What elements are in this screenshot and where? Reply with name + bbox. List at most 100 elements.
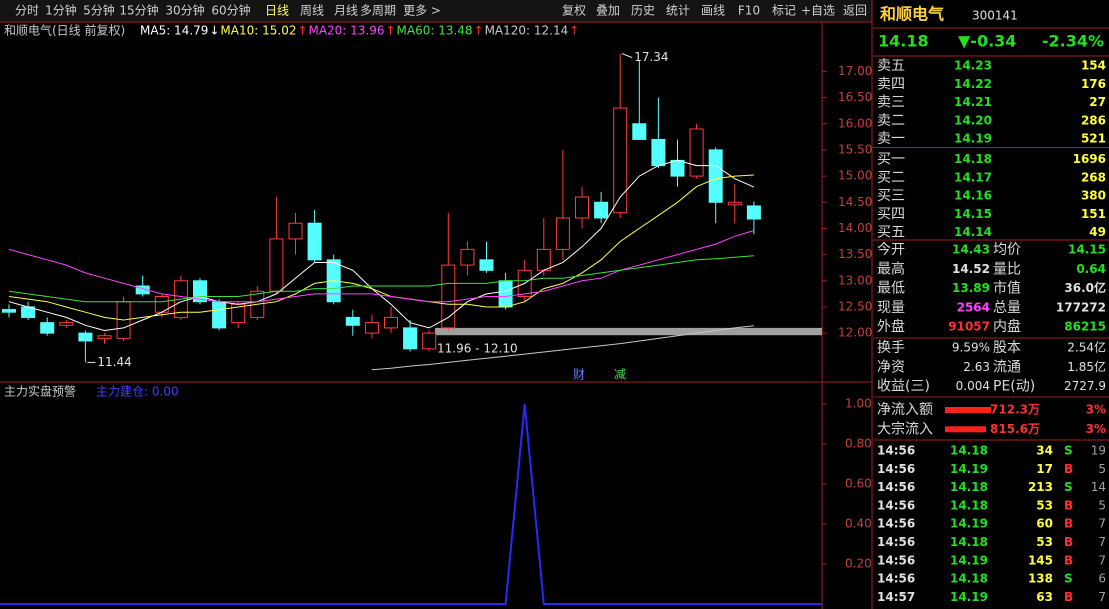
action-button[interactable]: 统计 (666, 4, 690, 18)
candle-body (307, 222, 322, 261)
candle-body (345, 316, 360, 326)
high-label: 17.34 (634, 50, 668, 64)
price-pct: -2.34% (1042, 32, 1104, 51)
period-tab[interactable]: 周线 (300, 4, 324, 18)
stat-label: 现量 (877, 300, 905, 316)
y-tick-label: 0.20 (845, 557, 872, 571)
indicator-title: 主力实盘预警 (4, 384, 76, 399)
candle-body (97, 335, 112, 339)
stat-value: 2.54亿 (1067, 340, 1106, 355)
period-tab[interactable]: 日线 (265, 4, 289, 18)
ma-line (8, 174, 754, 321)
candle-body (575, 196, 589, 219)
action-button[interactable]: 叠加 (596, 4, 620, 18)
action-button[interactable]: 复权 (562, 4, 586, 18)
period-tab[interactable]: 分时 (15, 4, 39, 18)
tick-time: 14:56 (877, 517, 915, 531)
y-tick-label: 0.40 (845, 517, 872, 531)
book-label: 卖四 (877, 76, 905, 92)
event-marker[interactable]: 财 (573, 368, 585, 382)
y-tick-label: 16.00 (838, 116, 872, 130)
book-label: 买二 (877, 170, 905, 186)
ma-arrow: ↑ (297, 24, 307, 38)
book-price: 14.22 (954, 77, 992, 91)
ma-line (8, 159, 755, 332)
stat-label: 净资 (877, 359, 905, 375)
y-tick-label: 13.50 (838, 247, 872, 261)
candle-body (212, 301, 227, 329)
candle-body (288, 222, 303, 240)
tick-price: 14.18 (950, 498, 988, 512)
event-marker[interactable]: 减 (614, 368, 626, 382)
tick-time: 14:56 (877, 535, 915, 549)
stat-value: 14.52 (952, 262, 990, 276)
stat-value: 2727.9 (1064, 379, 1106, 393)
tick-volume: 63 (1036, 590, 1053, 604)
period-tab[interactable]: 60分钟 (211, 3, 250, 18)
tick-time: 14:56 (877, 462, 915, 476)
tick-count: 6 (1098, 572, 1106, 586)
tick-count: 5 (1098, 462, 1106, 476)
tick-price: 14.18 (950, 535, 988, 549)
flow-pct: 3% (1086, 422, 1106, 436)
book-label: 买五 (877, 225, 905, 241)
stat-label: 总量 (993, 300, 1021, 316)
stat-label: 量比 (993, 261, 1021, 277)
period-tab[interactable]: 15分钟 (119, 3, 158, 18)
stat-label: 今开 (877, 242, 905, 258)
action-button[interactable]: +自选 (801, 4, 835, 18)
ma-arrow: ↑ (569, 24, 579, 38)
candle-body (594, 201, 609, 219)
period-tab[interactable]: 更多 > (403, 4, 441, 18)
stat-value: 0.64 (1076, 262, 1106, 276)
y-tick-label: 1.00 (845, 397, 872, 411)
candle-body (59, 322, 74, 326)
action-button[interactable]: 画线 (701, 4, 725, 18)
action-button[interactable]: 历史 (631, 4, 655, 18)
period-tab[interactable]: 多周期 (360, 4, 396, 18)
book-price: 14.15 (954, 207, 992, 221)
candle-body (689, 128, 704, 177)
candle-body (364, 322, 379, 334)
tick-count: 14 (1091, 480, 1106, 494)
range-label: 11.96 - 12.10 (437, 342, 518, 356)
y-tick-label: 0.60 (845, 477, 872, 491)
stat-label: 股本 (993, 340, 1021, 356)
tick-count: 7 (1098, 590, 1106, 604)
flow-value: 712.3万 (990, 403, 1040, 417)
period-tab[interactable]: 1分钟 (45, 3, 77, 18)
period-tab[interactable]: 5分钟 (83, 3, 115, 18)
stat-label: 均价 (993, 242, 1021, 258)
action-button[interactable]: F10 (738, 4, 760, 18)
tick-count: 19 (1091, 444, 1106, 458)
candle-body (403, 327, 418, 350)
book-label: 卖五 (877, 58, 905, 74)
period-tab[interactable]: 30分钟 (165, 3, 204, 18)
book-volume: 176 (1081, 77, 1106, 91)
flow-bar (945, 426, 986, 433)
y-tick-label: 0.80 (845, 437, 872, 451)
stat-value: 177272 (1056, 300, 1106, 314)
action-button[interactable]: 返回 (843, 4, 867, 18)
tick-volume: 138 (1028, 572, 1053, 586)
range-band (435, 327, 822, 336)
book-price: 14.18 (954, 152, 992, 166)
tick-side: S (1064, 572, 1073, 586)
ma-line (371, 325, 754, 371)
price-change: ▼-0.34 (958, 32, 1016, 51)
action-button[interactable]: 标记 (772, 4, 796, 18)
tick-volume: 60 (1036, 517, 1053, 531)
y-tick-label: 16.50 (838, 90, 872, 104)
y-tick-label: 15.00 (838, 169, 872, 183)
period-tab[interactable]: 月线 (334, 4, 358, 18)
tick-count: 7 (1098, 553, 1106, 567)
flow-value: 815.6万 (990, 422, 1040, 436)
tick-side: B (1064, 535, 1073, 549)
tick-time: 14:56 (877, 572, 915, 586)
flow-label: 净流入额 (877, 402, 933, 418)
high-pointer (622, 53, 633, 59)
stat-label: 流通 (993, 359, 1021, 375)
tick-volume: 53 (1036, 535, 1053, 549)
flow-bar (945, 407, 991, 413)
tick-time: 14:56 (877, 480, 915, 494)
